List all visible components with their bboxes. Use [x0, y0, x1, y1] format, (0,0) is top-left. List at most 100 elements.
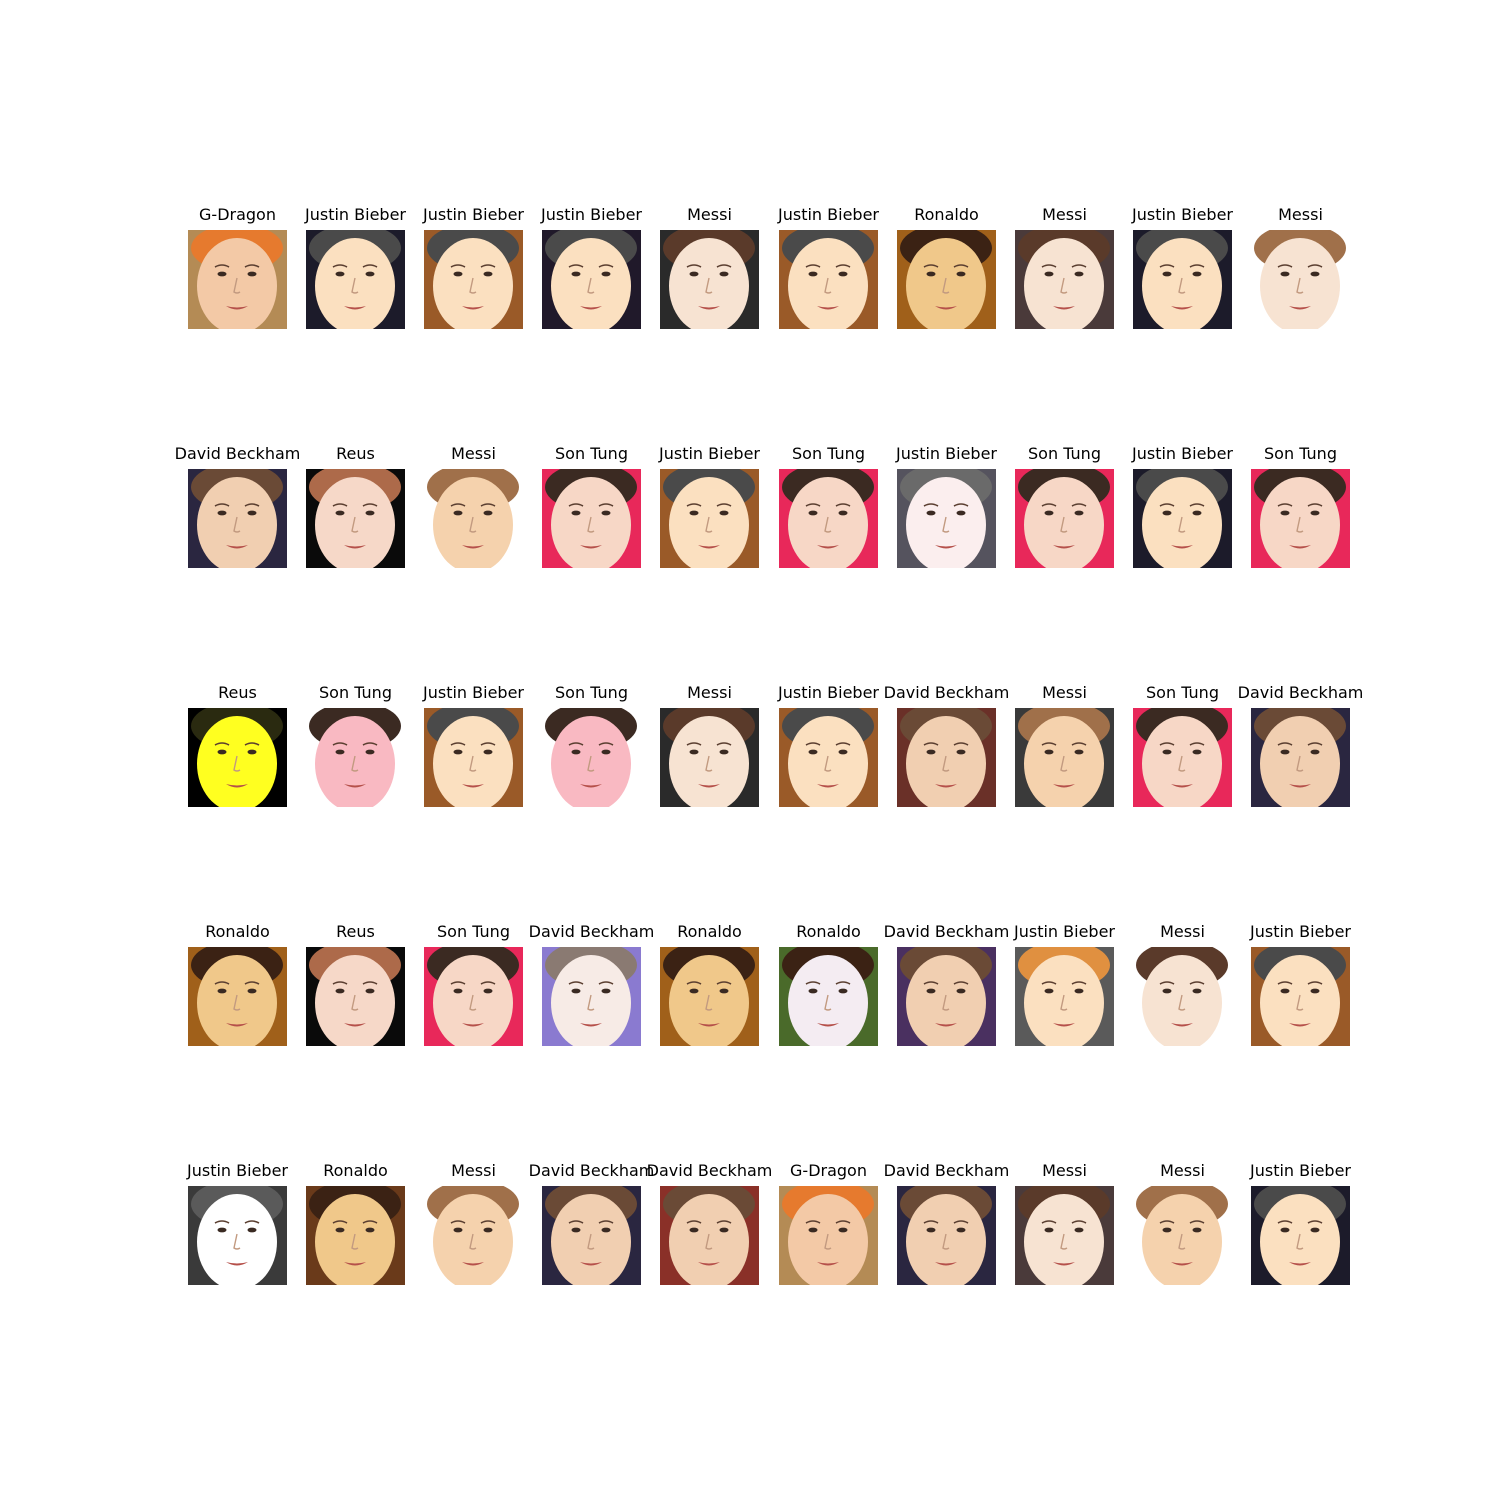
face-thumbnail — [1251, 230, 1350, 329]
face-label: Ronaldo — [323, 1161, 388, 1180]
face-label: Messi — [1042, 683, 1087, 702]
face-label: Ronaldo — [796, 922, 861, 941]
face-thumbnail — [1015, 1186, 1114, 1285]
face-label: Justin Bieber — [187, 1161, 288, 1180]
face-thumbnail — [660, 708, 759, 807]
face-label: Messi — [451, 444, 496, 463]
face-label: Son Tung — [1028, 444, 1101, 463]
face-label: Justin Bieber — [896, 444, 997, 463]
face-thumbnail — [1133, 947, 1232, 1046]
face-label: Son Tung — [319, 683, 392, 702]
face-thumbnail — [897, 708, 996, 807]
face-label: Messi — [1042, 205, 1087, 224]
face-label: David Beckham — [1237, 683, 1364, 702]
face-label: Justin Bieber — [423, 683, 524, 702]
face-thumbnail — [306, 947, 405, 1046]
face-thumbnail — [1015, 708, 1114, 807]
face-thumbnail — [660, 230, 759, 329]
face-thumbnail — [424, 469, 523, 568]
face-thumbnail — [1133, 708, 1232, 807]
face-label: G-Dragon — [199, 205, 276, 224]
face-thumbnail — [188, 1186, 287, 1285]
face-thumbnail — [897, 1186, 996, 1285]
face-label: David Beckham — [174, 444, 301, 463]
face-label: David Beckham — [883, 1161, 1010, 1180]
face-label: Justin Bieber — [659, 444, 760, 463]
face-thumbnail — [1133, 469, 1232, 568]
face-label: Messi — [1160, 1161, 1205, 1180]
face-thumbnail — [188, 947, 287, 1046]
face-label: Son Tung — [555, 444, 628, 463]
face-label: Ronaldo — [205, 922, 270, 941]
face-thumbnail — [1251, 947, 1350, 1046]
face-label: Messi — [1042, 1161, 1087, 1180]
face-thumbnail — [660, 469, 759, 568]
face-label: Messi — [687, 205, 732, 224]
face-thumbnail — [306, 708, 405, 807]
face-label: David Beckham — [646, 1161, 773, 1180]
face-label: Reus — [218, 683, 257, 702]
face-label: Justin Bieber — [1132, 444, 1233, 463]
face-thumbnail — [424, 230, 523, 329]
face-label: Justin Bieber — [778, 683, 879, 702]
face-label: David Beckham — [883, 922, 1010, 941]
face-thumbnail — [542, 708, 641, 807]
face-thumbnail — [1133, 1186, 1232, 1285]
face-label: Ronaldo — [914, 205, 979, 224]
face-label: Justin Bieber — [541, 205, 642, 224]
face-label: Reus — [336, 922, 375, 941]
face-thumbnail — [1251, 469, 1350, 568]
face-label: Son Tung — [1264, 444, 1337, 463]
face-thumbnail — [779, 230, 878, 329]
face-label: Justin Bieber — [423, 205, 524, 224]
face-thumbnail — [897, 947, 996, 1046]
face-label: Messi — [687, 683, 732, 702]
face-label: Justin Bieber — [778, 205, 879, 224]
face-thumbnail — [897, 469, 996, 568]
face-thumbnail — [424, 708, 523, 807]
face-label: Son Tung — [555, 683, 628, 702]
face-thumbnail — [306, 469, 405, 568]
face-label: Son Tung — [1146, 683, 1219, 702]
face-thumbnail — [1015, 469, 1114, 568]
face-thumbnail — [1133, 230, 1232, 329]
face-label: Messi — [1278, 205, 1323, 224]
face-label: Reus — [336, 444, 375, 463]
face-label: Son Tung — [792, 444, 865, 463]
face-label: David Beckham — [528, 1161, 655, 1180]
face-thumbnail — [306, 230, 405, 329]
face-label: David Beckham — [883, 683, 1010, 702]
face-thumbnail — [660, 947, 759, 1046]
face-label: Justin Bieber — [1250, 1161, 1351, 1180]
face-thumbnail — [306, 1186, 405, 1285]
face-label: Justin Bieber — [305, 205, 406, 224]
face-thumbnail — [542, 947, 641, 1046]
face-thumbnail — [188, 708, 287, 807]
face-thumbnail — [542, 1186, 641, 1285]
face-label: Messi — [1160, 922, 1205, 941]
face-label: Justin Bieber — [1132, 205, 1233, 224]
face-thumbnail — [542, 469, 641, 568]
face-label: Messi — [451, 1161, 496, 1180]
face-label: David Beckham — [528, 922, 655, 941]
face-thumbnail — [1015, 947, 1114, 1046]
face-thumbnail — [188, 230, 287, 329]
face-thumbnail — [542, 230, 641, 329]
face-thumbnail — [660, 1186, 759, 1285]
face-thumbnail — [897, 230, 996, 329]
face-thumbnail — [188, 469, 287, 568]
face-label: G-Dragon — [790, 1161, 867, 1180]
face-label: Son Tung — [437, 922, 510, 941]
face-thumbnail — [1251, 1186, 1350, 1285]
face-label: Ronaldo — [677, 922, 742, 941]
face-thumbnail — [424, 1186, 523, 1285]
face-label: Justin Bieber — [1014, 922, 1115, 941]
face-thumbnail — [779, 469, 878, 568]
face-thumbnail — [1251, 708, 1350, 807]
face-thumbnail — [779, 947, 878, 1046]
face-thumbnail — [779, 1186, 878, 1285]
face-label: Justin Bieber — [1250, 922, 1351, 941]
face-thumbnail — [779, 708, 878, 807]
face-thumbnail — [1015, 230, 1114, 329]
